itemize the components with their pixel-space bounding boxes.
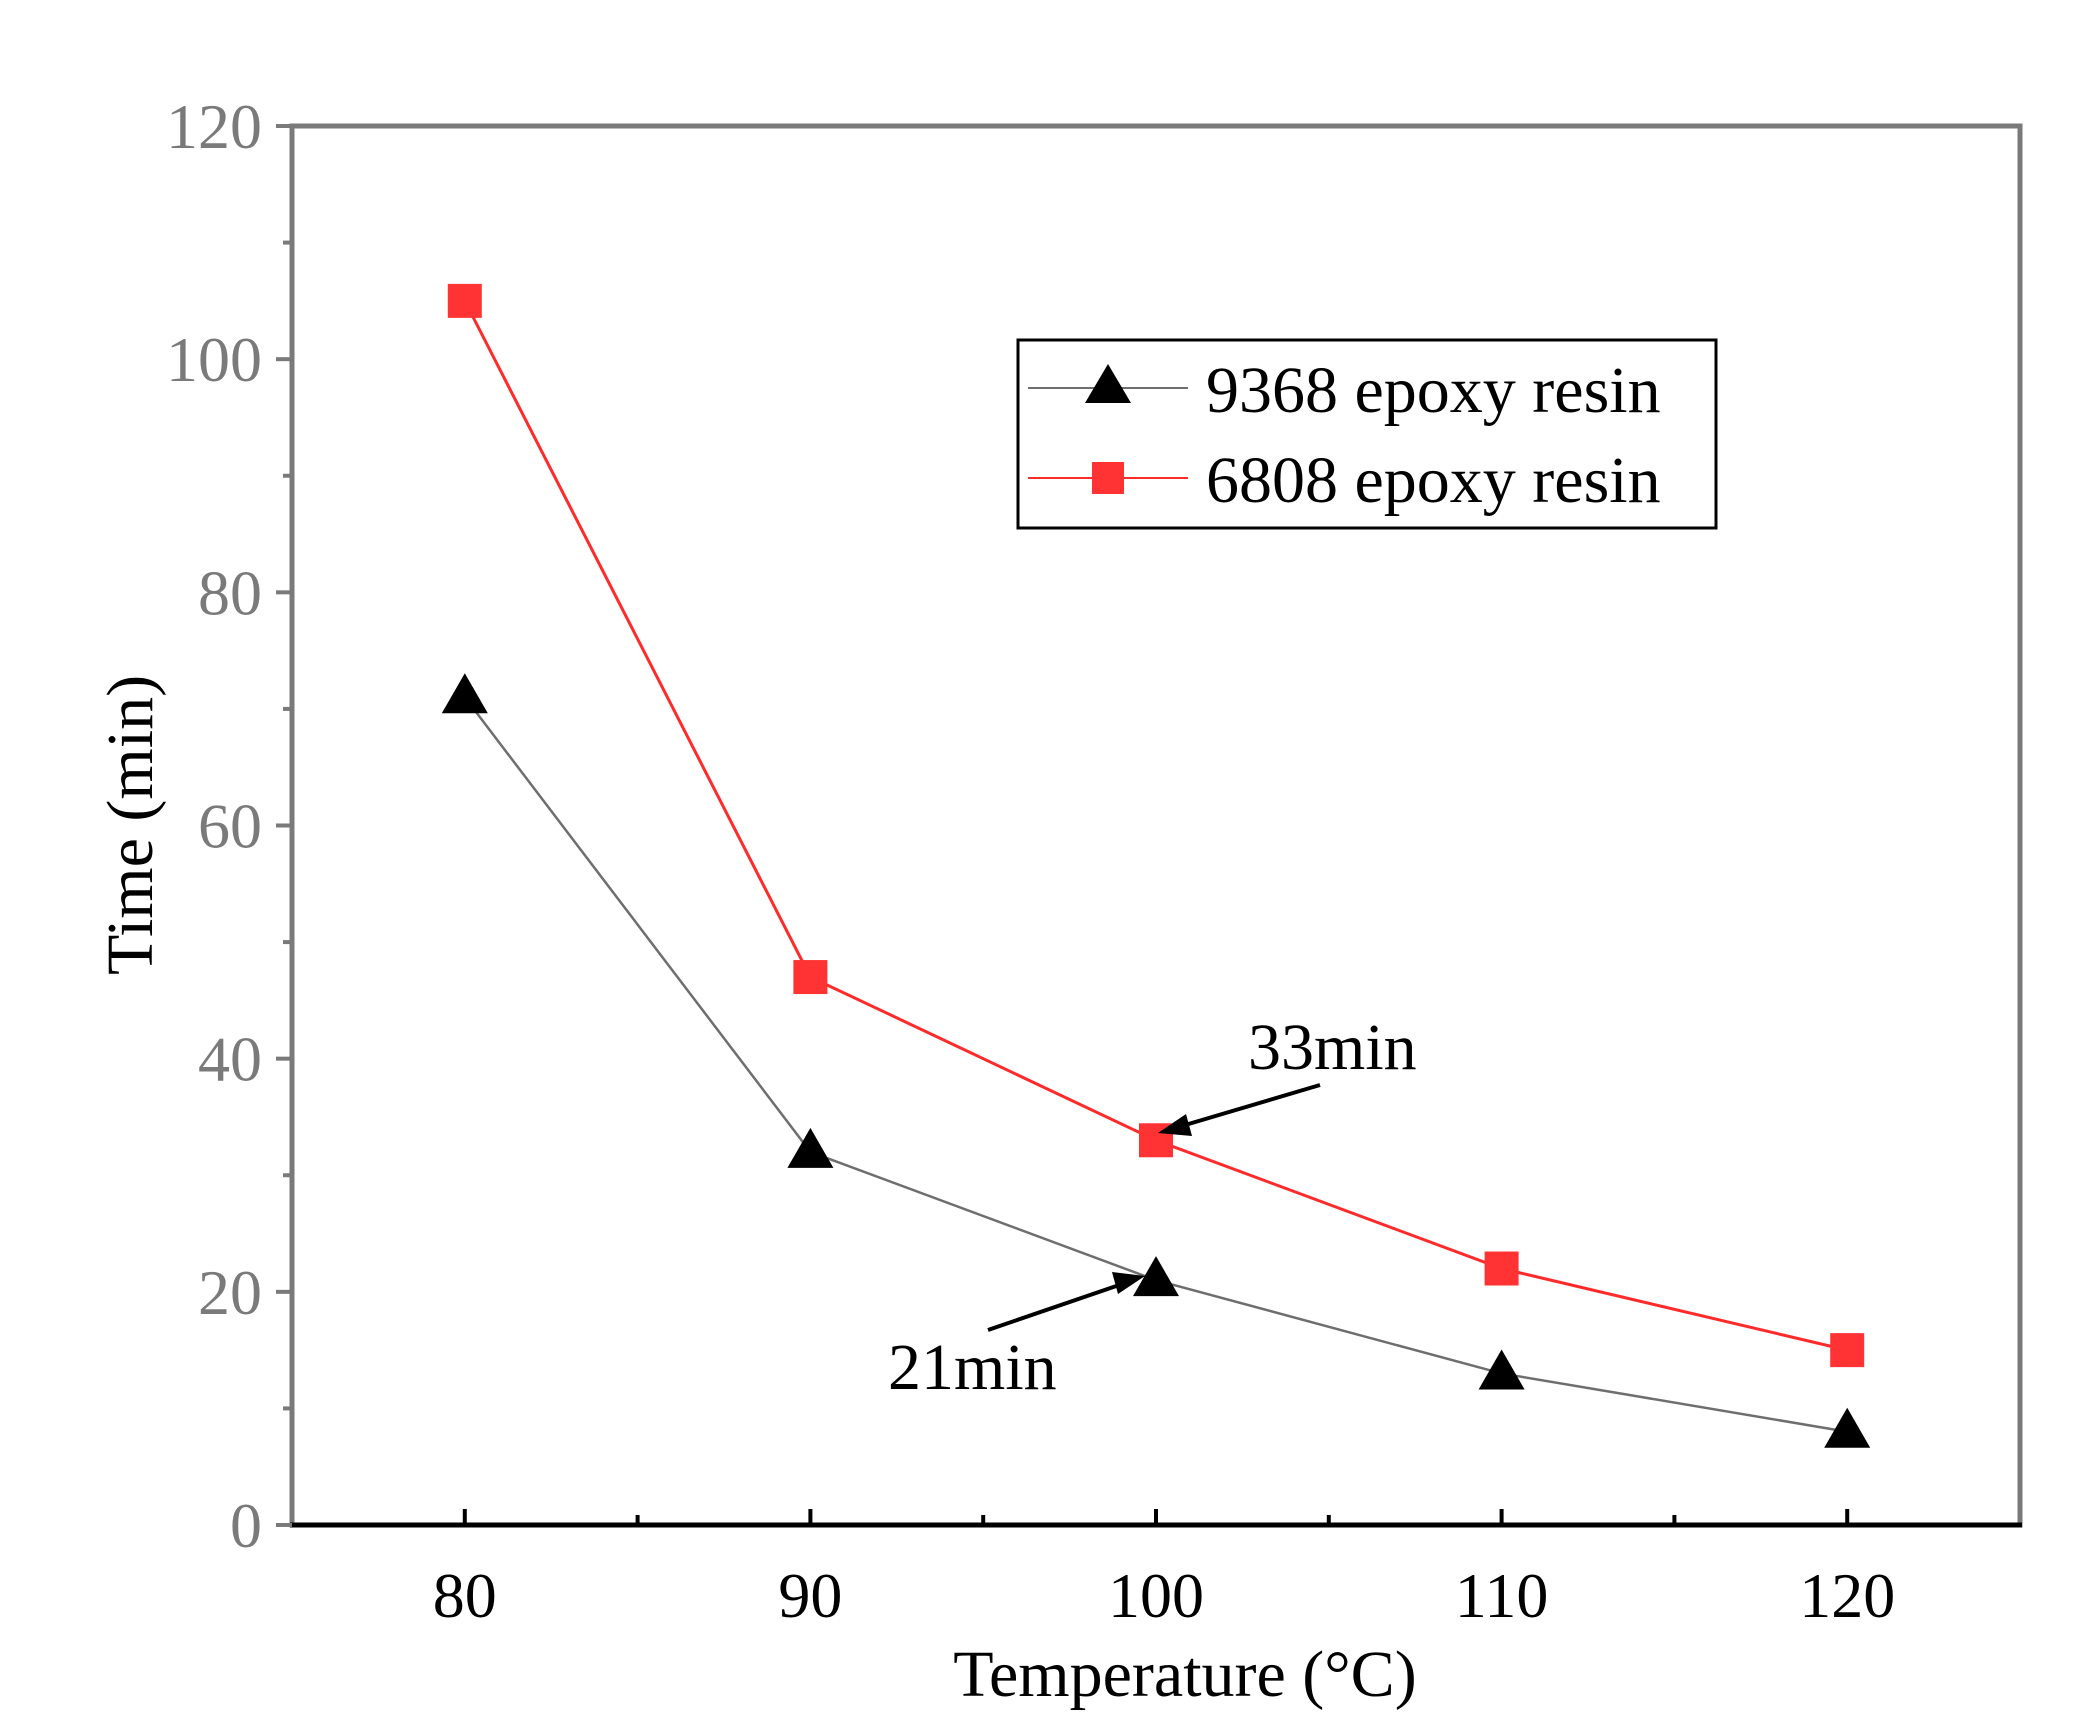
annotation-21min-arrowhead xyxy=(1112,1272,1145,1294)
legend-entry-9368: 9368 epoxy resin xyxy=(1028,354,1661,427)
y-tick-label: 40 xyxy=(198,1024,262,1095)
data-point-triangle xyxy=(441,673,488,714)
x-tick-label: 100 xyxy=(1108,1560,1204,1631)
y-axis-ticks: 0 20 40 60 80 100 120 xyxy=(166,91,292,1561)
y-tick-label: 60 xyxy=(198,791,262,862)
x-tick-label: 90 xyxy=(778,1560,842,1631)
series-line-0 xyxy=(463,696,1848,1433)
legend: 9368 epoxy resin 6808 epoxy resin xyxy=(1016,338,1718,530)
legend-box xyxy=(1016,338,1718,530)
x-tick-label: 80 xyxy=(433,1560,497,1631)
y-tick-label: 100 xyxy=(166,324,262,395)
annotation-21min-arrow xyxy=(987,1280,1129,1332)
data-point-triangle xyxy=(1478,1349,1525,1390)
y-axis-title: Time (min) xyxy=(94,675,167,975)
legend-marker-triangle xyxy=(1085,364,1131,403)
y-tick-label: 120 xyxy=(166,91,262,162)
legend-entry-6808: 6808 epoxy resin xyxy=(1028,444,1661,517)
x-axis-ticks: 80 90 100 110 120 xyxy=(433,1509,1895,1631)
data-point-triangle xyxy=(787,1127,834,1168)
annotation-33min: 33min xyxy=(1158,1011,1417,1136)
x-tick-label: 110 xyxy=(1455,1560,1549,1631)
annotation-21min: 21min xyxy=(888,1272,1145,1404)
plot-frame xyxy=(289,123,2023,1528)
data-point-square xyxy=(1830,1333,1865,1368)
annotation-21min-label: 21min xyxy=(888,1331,1057,1404)
legend-marker-square xyxy=(1092,462,1124,494)
data-point-square xyxy=(1484,1251,1519,1286)
y-tick-label: 20 xyxy=(198,1257,262,1328)
data-point-triangle xyxy=(1133,1256,1179,1297)
data-point-triangle xyxy=(1824,1407,1871,1448)
annotation-33min-arrowhead xyxy=(1158,1114,1192,1136)
series-markers xyxy=(441,283,1871,1448)
x-axis-title: Temperature (°C) xyxy=(953,1638,1416,1711)
y-tick-label: 0 xyxy=(230,1490,262,1561)
data-point-square xyxy=(793,960,828,995)
legend-label-9368: 9368 epoxy resin xyxy=(1206,354,1661,427)
legend-label-6808: 6808 epoxy resin xyxy=(1206,444,1661,517)
annotation-33min-arrow xyxy=(1174,1083,1321,1130)
y-tick-label: 80 xyxy=(198,557,262,628)
data-point-square xyxy=(447,283,482,318)
annotation-33min-label: 33min xyxy=(1248,1011,1417,1084)
x-tick-label: 120 xyxy=(1799,1560,1895,1631)
